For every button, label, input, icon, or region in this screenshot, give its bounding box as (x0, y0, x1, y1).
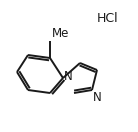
Text: HCl: HCl (97, 11, 119, 25)
Text: N: N (93, 91, 102, 104)
Text: Me: Me (52, 27, 69, 40)
Text: N: N (64, 70, 73, 84)
